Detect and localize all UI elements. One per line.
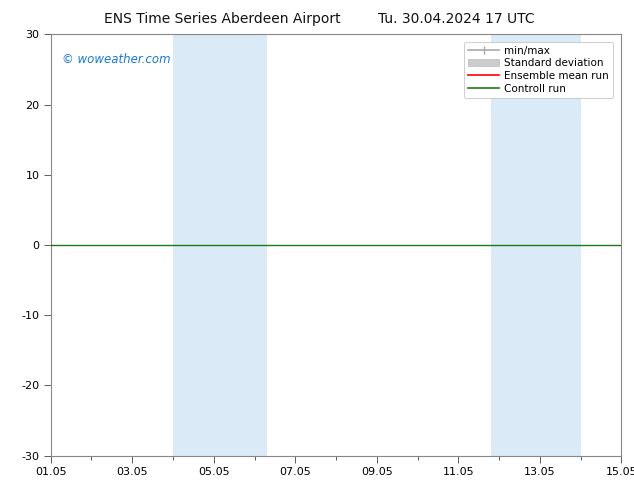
Bar xyxy=(491,34,581,456)
Bar xyxy=(173,34,267,456)
Text: ENS Time Series Aberdeen Airport: ENS Time Series Aberdeen Airport xyxy=(103,12,340,26)
Text: © woweather.com: © woweather.com xyxy=(62,53,171,66)
Legend: min/max, Standard deviation, Ensemble mean run, Controll run: min/max, Standard deviation, Ensemble me… xyxy=(463,42,613,98)
Text: Tu. 30.04.2024 17 UTC: Tu. 30.04.2024 17 UTC xyxy=(378,12,535,26)
